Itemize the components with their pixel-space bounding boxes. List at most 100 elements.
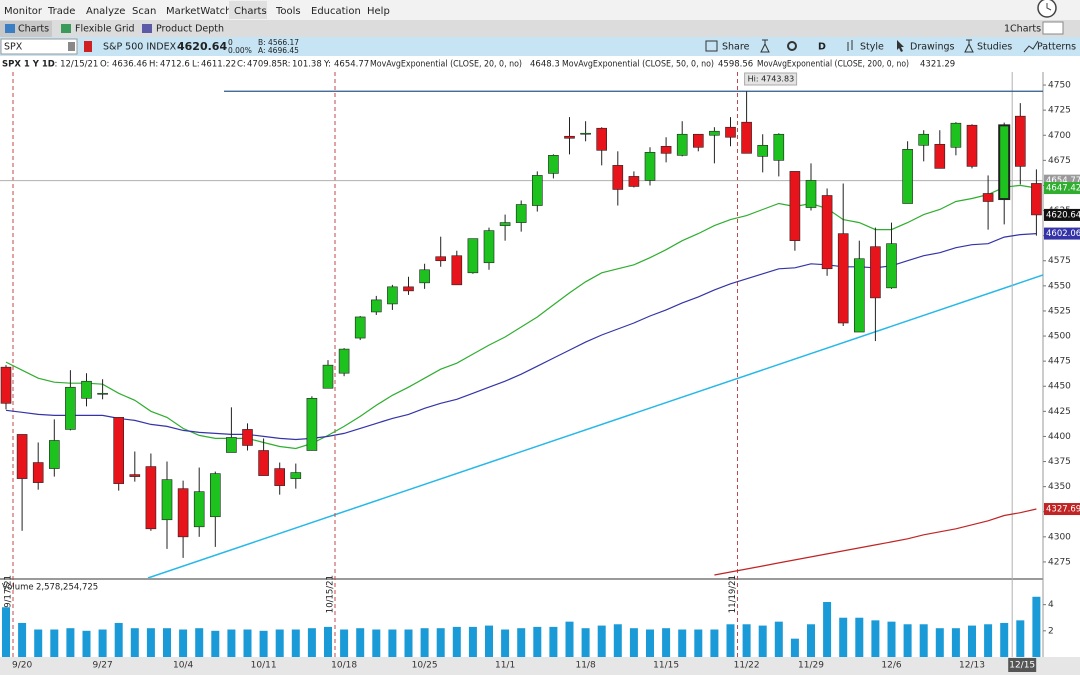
volume-bar xyxy=(146,628,155,657)
symbol-ticker[interactable]: SPX xyxy=(4,42,23,53)
y-tick-label: 4275 xyxy=(1048,557,1071,567)
date-readout: D: 12/15/21 xyxy=(48,60,98,70)
volume-bar xyxy=(774,621,783,657)
tab[interactable]: Product Depth xyxy=(156,24,224,35)
dropdown-arrow[interactable] xyxy=(68,42,75,51)
last-price: 4620.64 xyxy=(177,40,227,53)
style-icon xyxy=(847,40,853,51)
menu-item[interactable]: Monitor xyxy=(4,6,43,17)
volume-bar xyxy=(790,638,799,657)
tab[interactable]: Flexible Grid xyxy=(75,24,135,35)
candle-body xyxy=(531,175,543,206)
menu-item[interactable]: Tools xyxy=(275,6,301,17)
volume-bar xyxy=(807,624,815,657)
x-tick-label: 9/20 xyxy=(12,661,32,671)
toolbar-button[interactable]: Patterns xyxy=(1037,42,1076,53)
volume-bar xyxy=(388,629,397,657)
menu-item[interactable]: Charts xyxy=(234,6,267,17)
tab-bar xyxy=(0,20,1080,37)
overlay-group xyxy=(5,184,1037,576)
volume-bar xyxy=(742,624,751,657)
crosshair-label: Y: xyxy=(323,60,331,70)
drawings xyxy=(147,274,1043,578)
grid-icon[interactable] xyxy=(1042,21,1064,35)
menu-item[interactable]: MarketWatch xyxy=(166,6,232,17)
candle-body xyxy=(48,440,60,469)
symbol-input[interactable] xyxy=(0,38,78,55)
menu-item[interactable]: Help xyxy=(367,6,390,17)
volume-bar xyxy=(549,626,558,657)
grid-name[interactable]: 1Charts xyxy=(1004,24,1041,35)
candle-body xyxy=(1014,115,1026,167)
price-badge xyxy=(1044,227,1080,240)
candle-body xyxy=(660,145,672,154)
volume-bar xyxy=(613,624,622,657)
volume-tick-label: 2 xyxy=(1048,626,1054,636)
trendline[interactable] xyxy=(147,274,1043,578)
range-value: 101.38 xyxy=(292,60,322,70)
gear-icon[interactable] xyxy=(787,41,797,51)
candle-body xyxy=(97,392,108,395)
flask-icon[interactable] xyxy=(760,39,770,53)
ohlc-label: C: xyxy=(237,60,246,70)
volume-bar xyxy=(34,629,43,657)
candle-body xyxy=(548,155,559,174)
price-badge-label: 4654.77 xyxy=(1046,176,1080,186)
candle-body xyxy=(725,126,736,138)
volume-bar xyxy=(66,628,75,657)
candle-body xyxy=(274,468,286,486)
y-tick-label: 4475 xyxy=(1048,357,1071,367)
tab[interactable]: Charts xyxy=(18,24,49,35)
volume-bar xyxy=(227,629,236,657)
menu-item[interactable]: Education xyxy=(311,6,361,17)
volume-bar xyxy=(98,629,107,657)
ohlc-label: O: xyxy=(100,60,109,70)
volume-bar xyxy=(533,626,542,657)
candle-body xyxy=(692,133,704,148)
candle-body xyxy=(902,149,913,204)
volume-bar xyxy=(678,629,687,657)
x-tick-label: 10/18 xyxy=(331,661,357,671)
candle-body xyxy=(853,258,865,333)
crosshair-date-box xyxy=(1008,658,1037,672)
toolbar-button[interactable]: D xyxy=(818,42,826,53)
x-tick-label: 10/11 xyxy=(251,661,277,671)
volume-bar xyxy=(50,629,59,657)
menu-item[interactable]: Scan xyxy=(132,6,156,17)
candle-body xyxy=(81,380,92,399)
candle-body xyxy=(821,195,833,270)
menu-item[interactable]: Analyze xyxy=(86,6,125,17)
volume-bar xyxy=(82,630,91,657)
candle-body xyxy=(16,434,28,479)
volume-bar xyxy=(646,629,654,657)
volume-bar xyxy=(291,629,300,657)
volume-bar xyxy=(968,625,976,657)
toolbar-button[interactable]: Drawings xyxy=(910,42,955,53)
toolbar-button[interactable]: Style xyxy=(860,42,884,53)
candle-body xyxy=(741,121,752,154)
toolbar-button[interactable]: Share xyxy=(722,42,750,53)
toolbar-button[interactable]: Studies xyxy=(977,42,1012,53)
volume-bar xyxy=(356,628,365,657)
candle-body xyxy=(290,472,302,479)
candle-body xyxy=(483,230,495,264)
volume-bar xyxy=(839,617,848,657)
candle-body xyxy=(805,180,817,208)
candle-body xyxy=(1031,183,1042,216)
low-value: 4611.22 xyxy=(201,60,236,70)
candle-body xyxy=(789,171,801,241)
menu-item[interactable]: Trade xyxy=(47,6,75,17)
candle-body xyxy=(580,132,591,135)
candle-body xyxy=(145,466,157,530)
volume-bar xyxy=(694,629,703,657)
volume-bar xyxy=(130,628,139,657)
alert-icon[interactable] xyxy=(84,41,92,52)
volume-bar xyxy=(823,602,832,657)
y-tick-label: 4750 xyxy=(1048,81,1071,91)
candle-body xyxy=(628,176,640,187)
event-label: 10/15/21 xyxy=(326,575,336,613)
y-tick-label: 4700 xyxy=(1048,131,1071,141)
event-label: 11/19/21 xyxy=(728,575,738,613)
event-label: 9/17/21 xyxy=(4,575,14,608)
